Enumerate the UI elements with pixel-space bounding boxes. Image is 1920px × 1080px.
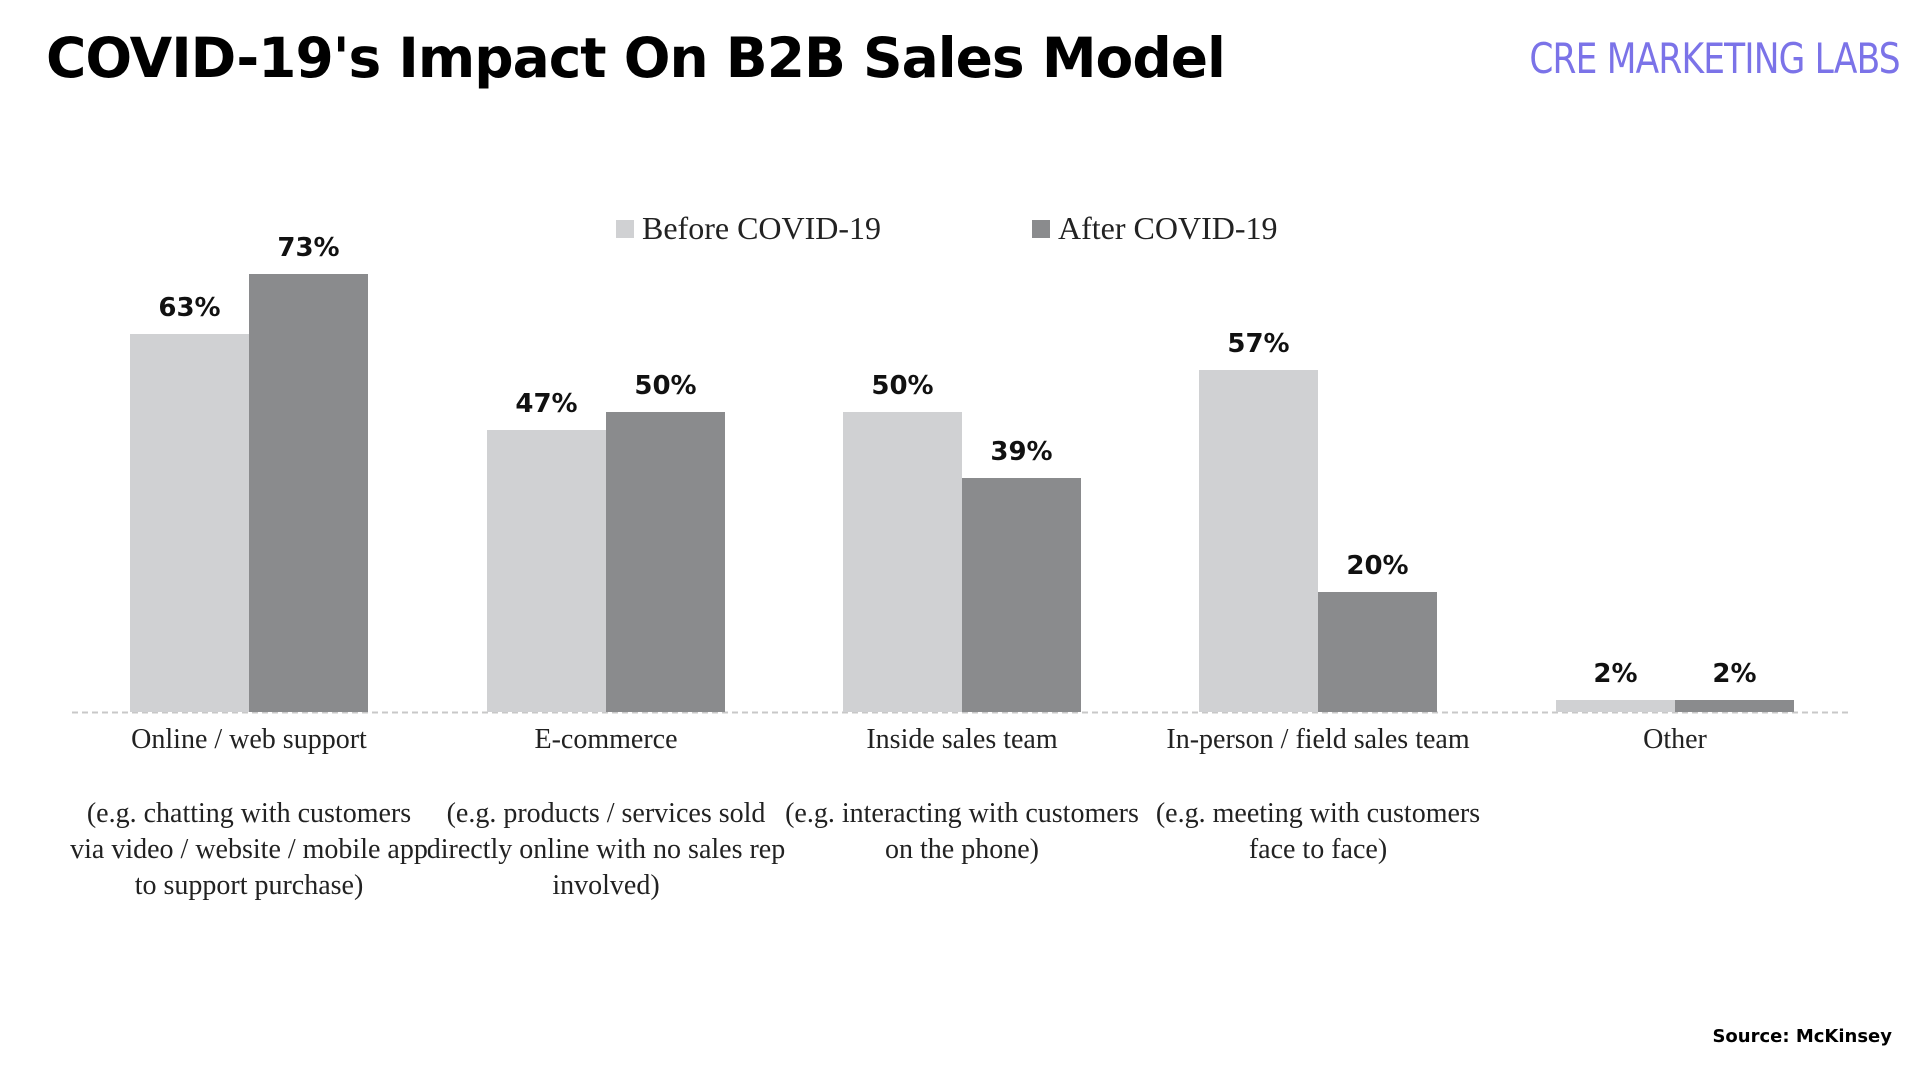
legend-label-before: Before COVID-19 bbox=[642, 210, 882, 246]
source-note: Source: McKinsey bbox=[1712, 1026, 1892, 1047]
data-label-before-0: 63% bbox=[158, 293, 220, 323]
brand-logo: CRE MARKETING LABS bbox=[1529, 34, 1901, 83]
bar-after-0 bbox=[249, 274, 368, 712]
bar-after-1 bbox=[606, 412, 725, 712]
category-note-2: (e.g. interacting with customers on the … bbox=[785, 798, 1139, 865]
category-label-3: In-person / field sales team bbox=[1166, 724, 1470, 755]
category-note-3: (e.g. meeting with customers face to fac… bbox=[1155, 798, 1481, 865]
bar-before-3 bbox=[1199, 370, 1318, 712]
legend: Before COVID-19 After COVID-19 bbox=[0, 210, 1920, 260]
chart-title: COVID-19's Impact On B2B Sales Model bbox=[46, 26, 1226, 90]
category-label-2: Inside sales team bbox=[866, 724, 1058, 755]
data-label-before-2: 50% bbox=[871, 371, 933, 401]
data-label-after-1: 50% bbox=[634, 371, 696, 401]
data-label-after-3: 20% bbox=[1346, 551, 1408, 581]
data-label-before-3: 57% bbox=[1227, 329, 1289, 359]
bar-after-3 bbox=[1318, 592, 1437, 712]
legend-item-before: Before COVID-19 bbox=[616, 210, 881, 247]
bar-before-2 bbox=[843, 412, 962, 712]
category-label-0: Online / web support bbox=[131, 724, 367, 755]
data-label-after-0: 73% bbox=[277, 233, 339, 263]
bar-after-2 bbox=[962, 478, 1081, 712]
bar-before-4 bbox=[1556, 700, 1675, 712]
bar-before-0 bbox=[130, 334, 249, 712]
category-note-1: (e.g. products / services sold directly … bbox=[426, 798, 786, 901]
data-label-before-4: 2% bbox=[1593, 659, 1637, 689]
category-label-1: E-commerce bbox=[534, 724, 678, 755]
category-note-0: (e.g. chatting with customers via video … bbox=[70, 798, 428, 901]
legend-swatch-before bbox=[616, 219, 634, 238]
category-label-4: Other bbox=[1643, 724, 1707, 755]
bar-after-4 bbox=[1675, 700, 1794, 712]
legend-label-after: After COVID-19 bbox=[1058, 210, 1278, 246]
bar-before-1 bbox=[487, 430, 606, 712]
data-label-after-2: 39% bbox=[990, 437, 1052, 467]
data-label-before-1: 47% bbox=[515, 389, 577, 419]
legend-item-after: After COVID-19 bbox=[1032, 210, 1278, 247]
data-label-after-4: 2% bbox=[1712, 659, 1756, 689]
legend-swatch-after bbox=[1032, 219, 1050, 238]
